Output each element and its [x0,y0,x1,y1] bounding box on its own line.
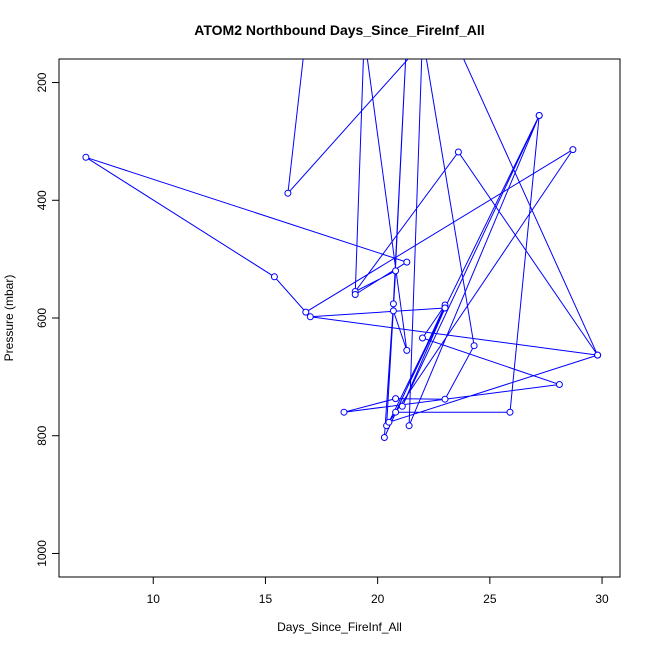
y-tick-label: 400 [35,190,49,210]
data-point [340,408,348,416]
data-point [405,422,413,430]
data-point [385,418,393,426]
data-point [306,313,314,321]
data-point [392,395,400,403]
data-point [392,408,400,416]
data-point [403,346,411,354]
series-layer [82,59,602,441]
y-tick-label: 800 [35,425,49,445]
y-tick-label: 200 [35,72,49,92]
data-point [454,148,462,156]
data-point [351,291,359,298]
data-point [506,408,514,416]
data-point [284,189,292,197]
data-point [470,342,478,350]
data-point [392,267,400,275]
y-axis-label: Pressure (mbar) [2,275,16,362]
data-point [380,434,388,441]
data-point [302,308,310,316]
data-point [389,300,397,308]
y-axis: 200 400 600 800 1000 [35,72,60,567]
data-point [441,304,449,312]
data-point [569,146,577,154]
x-axis-label: Days_Since_FireInf_All [277,620,402,634]
x-tick-label: 30 [595,592,609,606]
data-point [270,273,278,281]
data-point [594,351,602,359]
data-point [555,381,563,388]
x-tick-label: 25 [483,592,497,606]
data-point [82,153,90,161]
x-tick-label: 10 [147,592,161,606]
data-point [419,334,426,342]
data-point [535,112,543,119]
data-point [403,258,411,266]
series-line [85,59,599,438]
y-tick-label: 600 [35,308,49,328]
x-tick-label: 20 [371,592,385,606]
y-tick-label: 1000 [35,540,49,567]
data-point [398,402,406,410]
chart-title: ATOM2 Northbound Days_Since_FireInf_All [194,22,484,38]
x-tick-label: 15 [259,592,273,606]
data-point [441,395,449,403]
data-point [389,307,397,315]
plot-frame [58,58,621,578]
x-axis: 10 15 20 25 30 [147,576,609,606]
